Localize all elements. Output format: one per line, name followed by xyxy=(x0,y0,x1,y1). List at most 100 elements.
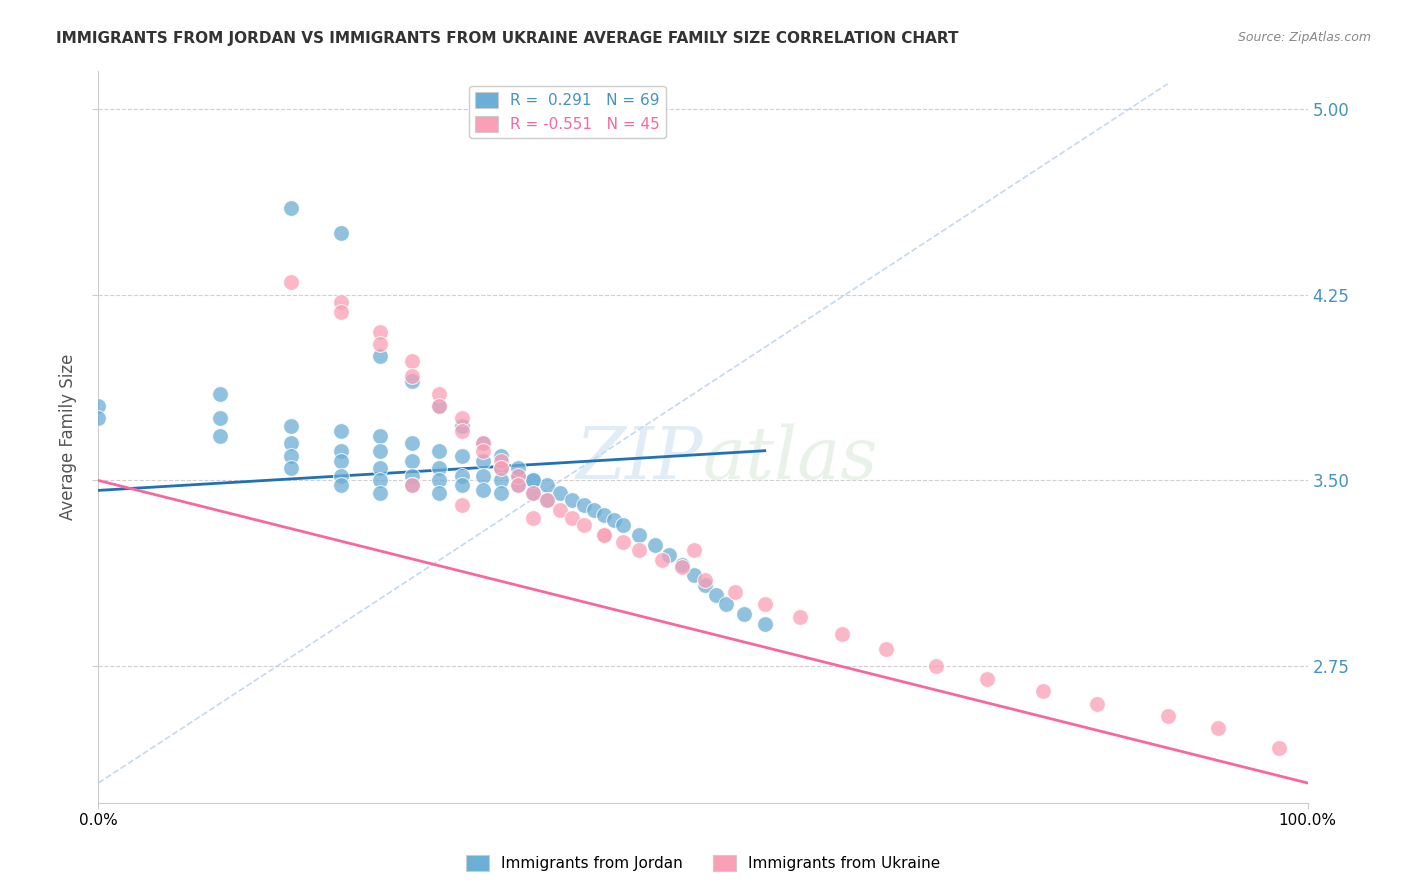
Point xyxy=(508,478,530,492)
Point xyxy=(401,478,423,492)
Point xyxy=(280,449,302,463)
Point xyxy=(368,337,391,351)
Point xyxy=(208,411,231,425)
Point xyxy=(330,468,353,483)
Point xyxy=(401,453,423,467)
Point xyxy=(754,617,776,632)
Point xyxy=(330,478,353,492)
Point xyxy=(451,478,474,492)
Point xyxy=(401,478,423,492)
Point xyxy=(536,493,558,508)
Point xyxy=(754,598,776,612)
Point xyxy=(671,560,693,574)
Point xyxy=(280,275,302,289)
Point xyxy=(693,577,716,591)
Point xyxy=(472,468,495,483)
Point xyxy=(536,478,558,492)
Point xyxy=(368,486,391,500)
Point xyxy=(401,468,423,483)
Point xyxy=(491,453,513,467)
Point xyxy=(427,474,450,488)
Point xyxy=(682,542,704,557)
Point xyxy=(427,443,450,458)
Point xyxy=(550,503,572,517)
Point xyxy=(593,528,616,542)
Point xyxy=(208,429,231,443)
Point xyxy=(925,659,948,673)
Point xyxy=(491,486,513,500)
Point xyxy=(368,429,391,443)
Point xyxy=(522,486,544,500)
Point xyxy=(427,461,450,475)
Y-axis label: Average Family Size: Average Family Size xyxy=(59,354,77,520)
Point xyxy=(651,553,673,567)
Point xyxy=(451,418,474,433)
Point xyxy=(583,503,606,517)
Point xyxy=(491,474,513,488)
Point xyxy=(550,486,572,500)
Point xyxy=(704,588,727,602)
Point xyxy=(693,573,716,587)
Point xyxy=(491,449,513,463)
Point xyxy=(714,598,737,612)
Point xyxy=(330,226,353,240)
Point xyxy=(976,672,998,686)
Point xyxy=(472,436,495,450)
Point xyxy=(508,478,530,492)
Point xyxy=(1268,741,1291,756)
Point xyxy=(472,483,495,498)
Point xyxy=(1206,722,1229,736)
Text: IMMIGRANTS FROM JORDAN VS IMMIGRANTS FROM UKRAINE AVERAGE FAMILY SIZE CORRELATIO: IMMIGRANTS FROM JORDAN VS IMMIGRANTS FRO… xyxy=(56,31,959,46)
Point xyxy=(561,510,583,524)
Legend: R =  0.291   N = 69, R = -0.551   N = 45: R = 0.291 N = 69, R = -0.551 N = 45 xyxy=(468,87,666,138)
Point xyxy=(451,424,474,438)
Point xyxy=(593,528,616,542)
Point xyxy=(1157,709,1180,723)
Point xyxy=(401,369,423,384)
Point xyxy=(572,518,595,533)
Point xyxy=(472,443,495,458)
Point xyxy=(603,513,626,527)
Point xyxy=(427,386,450,401)
Point xyxy=(1085,697,1108,711)
Point xyxy=(491,461,513,475)
Point xyxy=(330,295,353,310)
Text: ZIP: ZIP xyxy=(575,424,703,494)
Point xyxy=(1031,684,1053,698)
Point xyxy=(451,449,474,463)
Point xyxy=(451,468,474,483)
Point xyxy=(658,548,681,562)
Point xyxy=(280,436,302,450)
Point xyxy=(612,535,634,549)
Point xyxy=(368,350,391,364)
Point xyxy=(368,325,391,339)
Point xyxy=(491,461,513,475)
Point xyxy=(427,486,450,500)
Point xyxy=(628,542,651,557)
Point xyxy=(427,399,450,413)
Legend: Immigrants from Jordan, Immigrants from Ukraine: Immigrants from Jordan, Immigrants from … xyxy=(460,849,946,877)
Text: Source: ZipAtlas.com: Source: ZipAtlas.com xyxy=(1237,31,1371,45)
Point xyxy=(522,510,544,524)
Point xyxy=(472,436,495,450)
Point xyxy=(789,610,811,624)
Point xyxy=(508,468,530,483)
Point xyxy=(330,453,353,467)
Point xyxy=(522,474,544,488)
Text: atlas: atlas xyxy=(703,424,879,494)
Point xyxy=(368,461,391,475)
Point xyxy=(733,607,755,622)
Point xyxy=(508,461,530,475)
Point xyxy=(427,399,450,413)
Point xyxy=(330,424,353,438)
Point xyxy=(451,411,474,425)
Point xyxy=(522,486,544,500)
Point xyxy=(280,201,302,215)
Point xyxy=(208,386,231,401)
Point xyxy=(644,538,666,552)
Point xyxy=(401,354,423,368)
Point xyxy=(593,508,616,523)
Point xyxy=(671,558,693,572)
Point xyxy=(628,528,651,542)
Point xyxy=(682,567,704,582)
